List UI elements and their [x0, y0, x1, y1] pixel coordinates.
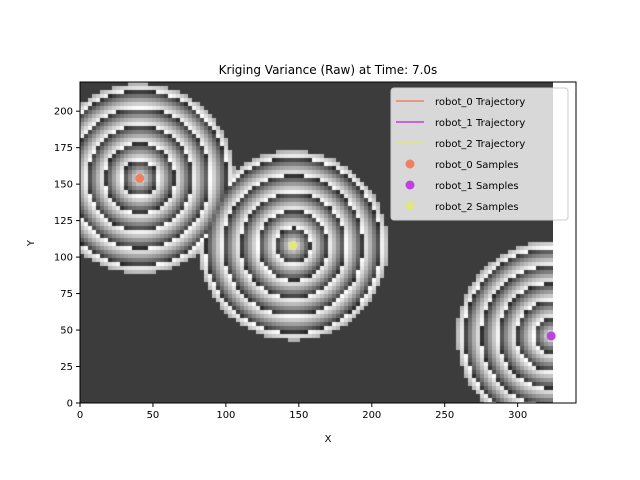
legend-label: robot_0 Samples	[435, 160, 519, 171]
y-tick-label: 125	[54, 216, 73, 227]
x-tick-label: 150	[289, 410, 308, 421]
sample-point-robot-1	[546, 331, 556, 341]
legend-label: robot_2 Samples	[435, 202, 519, 213]
x-tick-label: 50	[147, 410, 160, 421]
x-tick-label: 100	[216, 410, 235, 421]
plot-frame	[79, 81, 577, 404]
y-tick-label: 0	[67, 399, 73, 410]
x-tick-label: 250	[435, 410, 454, 421]
legend-marker-swatch	[405, 201, 415, 211]
x-tick-label: 200	[362, 410, 381, 421]
y-tick-label: 100	[54, 253, 73, 264]
y-axis-label: Y	[26, 239, 37, 247]
y-axis: 0 25 50 75 100 125 150 175 200	[54, 107, 80, 410]
x-axis: 0 50 100 150 200 250 300	[77, 403, 527, 421]
legend-label: robot_0 Trajectory	[435, 97, 525, 108]
sample-points	[135, 173, 556, 341]
y-tick-label: 150	[54, 180, 73, 191]
x-axis-label: X	[325, 434, 332, 445]
legend-label: robot_1 Samples	[435, 181, 519, 192]
chart-title: Kriging Variance (Raw) at Time: 7.0s	[219, 63, 438, 77]
x-tick-label: 300	[508, 410, 527, 421]
legend-box	[390, 87, 569, 221]
sample-point-robot-0	[135, 173, 145, 183]
legend-marker-swatch	[405, 180, 415, 190]
y-tick-label: 175	[54, 143, 73, 154]
y-tick-label: 50	[60, 326, 73, 337]
sample-point-robot-2	[288, 240, 298, 250]
y-tick-label: 75	[60, 289, 73, 300]
y-tick-label: 25	[60, 362, 73, 373]
x-tick-label: 0	[77, 410, 83, 421]
y-tick-label: 200	[54, 107, 73, 118]
legend-label: robot_1 Trajectory	[435, 118, 525, 129]
legend: robot_0 Trajectory robot_1 Trajectory robo…	[390, 87, 569, 221]
legend-marker-swatch	[405, 159, 415, 169]
legend-label: robot_2 Trajectory	[435, 139, 525, 150]
